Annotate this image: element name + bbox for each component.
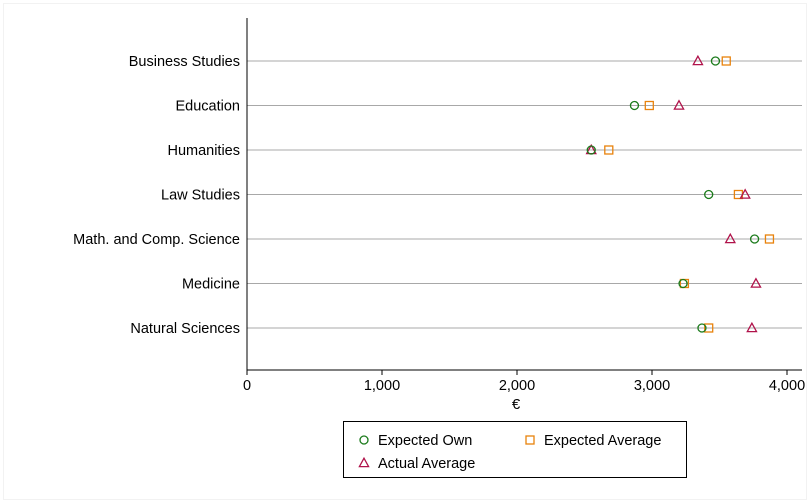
legend-marker-actual-average [358, 456, 370, 468]
marker-expected-average-natural-sciences [704, 323, 714, 333]
marker-actual-average-education [673, 99, 685, 110]
axes [246, 18, 802, 371]
x-tick-labels: 0 1,000 2,000 3,000 4,000 [243, 370, 805, 394]
category-label-business-studies: Business Studies [129, 54, 240, 70]
category-label-natural-sciences: Natural Sciences [130, 321, 240, 337]
category-label-law-studies: Law Studies [161, 188, 240, 204]
legend-label-actual-average: Actual Average [378, 456, 475, 472]
legend-marker-expected-own [359, 435, 369, 445]
marker-expected-own-education [629, 100, 640, 111]
category-label-math-and-comp-science: Math. and Comp. Science [73, 232, 240, 248]
legend: Expected Own Expected Average Actual Avera… [343, 421, 687, 478]
category-label-humanities: Humanities [167, 143, 240, 159]
gridlines [247, 60, 802, 329]
marker-actual-average-law-studies [739, 188, 751, 199]
x-axis-title: € [512, 396, 521, 413]
category-labels: Business Studies Education Humanities Law S… [73, 54, 240, 337]
marker-expected-average-math-and-comp-science [764, 234, 775, 244]
marker-expected-own-law-studies [704, 189, 714, 200]
category-label-education: Education [176, 99, 241, 115]
marker-expected-own-business-studies [710, 56, 721, 66]
x-tick-label-4000: 4,000 [769, 378, 805, 394]
x-tick-label-0: 0 [243, 378, 251, 394]
marker-actual-average-natural-sciences [746, 321, 758, 333]
marker-actual-average-medicine [750, 277, 762, 288]
legend-box [343, 421, 687, 478]
marker-expected-own-humanities [586, 145, 596, 155]
legend-label-expected-average: Expected Average [544, 433, 661, 449]
marker-expected-own-medicine [678, 278, 688, 289]
marker-expected-average-humanities [604, 145, 614, 155]
category-label-medicine: Medicine [182, 277, 240, 293]
marker-expected-average-education [644, 100, 654, 111]
legend-label-expected-own: Expected Own [378, 433, 472, 449]
legend-marker-expected-average [525, 435, 535, 445]
marker-expected-own-math-and-comp-science [749, 234, 760, 244]
data-markers [585, 54, 775, 333]
marker-actual-average-math-and-comp-science [724, 232, 736, 244]
x-tick-label-2000: 2,000 [499, 378, 535, 394]
marker-expected-own-natural-sciences [697, 323, 707, 333]
x-tick-label-3000: 3,000 [634, 378, 670, 394]
x-tick-label-1000: 1,000 [364, 378, 400, 394]
plot-frame [3, 3, 807, 500]
marker-expected-average-business-studies [721, 56, 731, 66]
marker-actual-average-business-studies [692, 54, 704, 66]
